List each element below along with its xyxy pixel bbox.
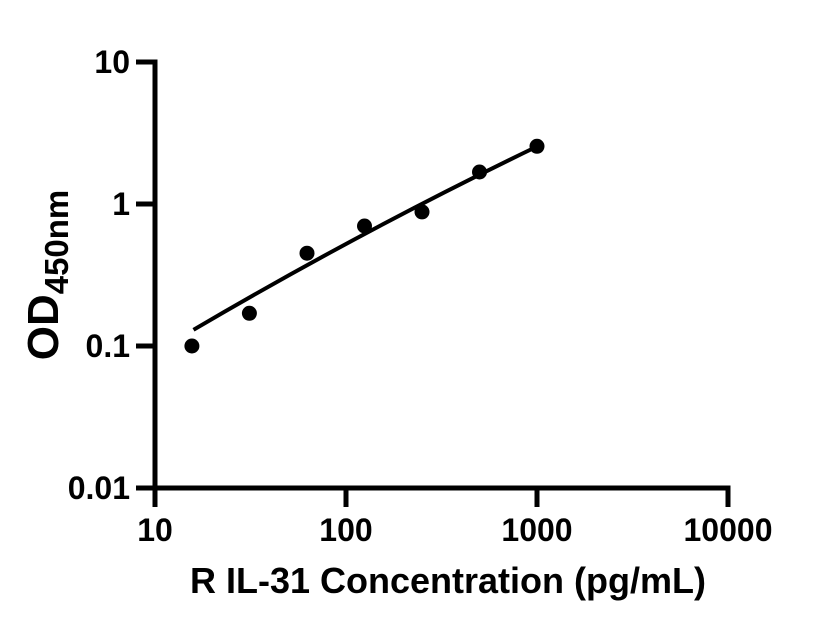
y-axis-tick-label: 1 (112, 186, 130, 222)
data-point (357, 218, 372, 234)
y-axis-tick-label: 0.1 (86, 328, 130, 364)
y-axis-title: OD450nm (19, 190, 75, 361)
x-axis-title: R IL-31 Concentration (pg/mL) (190, 560, 706, 601)
data-point (184, 338, 200, 354)
axes-frame (152, 59, 731, 491)
x-axis-tick-label: 10000 (684, 512, 773, 548)
data-point (241, 305, 257, 321)
data-point (529, 138, 545, 154)
x-axis-tick-label: 1000 (501, 512, 572, 548)
y-axis-title-subscript: 450nm (38, 190, 75, 295)
x-axis-tick-label: 10 (137, 512, 173, 548)
x-axis-tick-label: 100 (319, 512, 372, 548)
data-point (299, 245, 315, 261)
y-axis-tick-label: 0.01 (68, 470, 130, 506)
data-point (414, 204, 430, 220)
data-point (472, 164, 487, 180)
y-axis-title-main: OD (19, 294, 68, 360)
y-axis-tick-label: 10 (94, 44, 130, 80)
trend-line (192, 145, 537, 332)
